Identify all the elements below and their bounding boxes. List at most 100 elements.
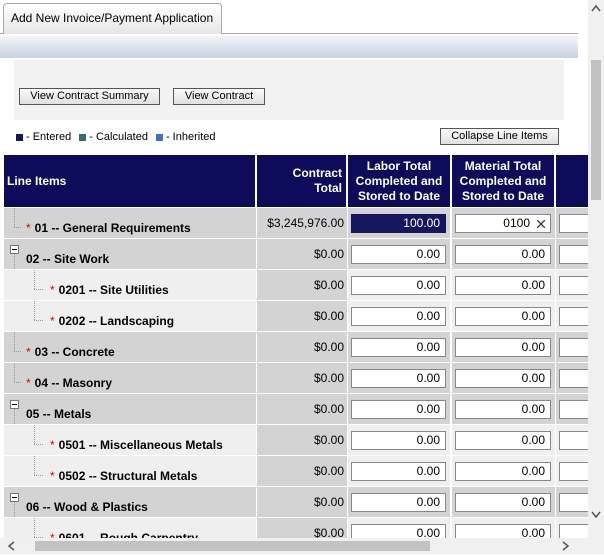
- labor-input[interactable]: 0.00: [351, 493, 446, 512]
- required-marker: *: [50, 438, 55, 452]
- contract-total: $0.00: [313, 464, 344, 478]
- labor-cell: 0.00: [348, 363, 451, 394]
- scrollbar-graphic: [591, 4, 601, 519]
- header-text: Labor Total Completed and Stored to Date: [355, 158, 443, 203]
- next-input[interactable]: [559, 245, 588, 264]
- labor-cell: 0.00: [348, 456, 451, 487]
- contract-total-cell: $0.00: [257, 239, 348, 270]
- labor-input[interactable]: 100.00: [351, 214, 446, 233]
- next-input[interactable]: [559, 307, 588, 326]
- labor-input[interactable]: 0.00: [351, 307, 446, 326]
- horizontal-scrollbar[interactable]: [0, 538, 604, 554]
- collapse-button[interactable]: Collapse Line Items: [440, 128, 559, 145]
- table-row: * 0202 -- Landscaping $0.00 0.00 0.00: [4, 301, 588, 332]
- labor-value: 100.00: [403, 216, 440, 230]
- labor-input[interactable]: 0.00: [351, 462, 446, 481]
- labor-cell: 0.00: [348, 270, 451, 301]
- contract-total-cell: $0.00: [257, 425, 348, 456]
- required-marker: *: [50, 283, 55, 297]
- labor-value: 0.00: [416, 247, 440, 261]
- view-contract-button[interactable]: View Contract: [173, 88, 265, 105]
- next-input[interactable]: [559, 214, 588, 233]
- material-input[interactable]: 0.00: [455, 493, 551, 512]
- next-input[interactable]: [559, 338, 588, 357]
- contract-total: $0.00: [313, 309, 344, 323]
- material-input[interactable]: 0100: [455, 214, 551, 233]
- material-input[interactable]: 0.00: [455, 524, 551, 538]
- legend-swatch: [155, 133, 163, 141]
- labor-value: 0.00: [416, 402, 440, 416]
- contract-total-cell: $0.00: [257, 332, 348, 363]
- contract-total: $0.00: [313, 278, 344, 292]
- clear-icon[interactable]: [537, 220, 545, 228]
- material-input[interactable]: 0.00: [455, 276, 551, 295]
- material-cell: 0.00: [452, 456, 556, 487]
- contract-total: $0.00: [313, 402, 344, 416]
- material-input[interactable]: 0.00: [455, 369, 551, 388]
- labor-input[interactable]: 0.00: [351, 245, 446, 264]
- view-contract-summary-button[interactable]: View Contract Summary: [19, 88, 160, 105]
- table-row: * 01 -- General Requirements $3,245,976.00…: [4, 208, 588, 239]
- material-input[interactable]: 0.00: [455, 245, 551, 264]
- table-row: * 0201 -- Site Utilities $0.00 0.00 0.00: [4, 270, 588, 301]
- table-row: * 0502 -- Structural Metals $0.00 0.00 0.00: [4, 456, 588, 487]
- next-cell: [556, 270, 588, 301]
- vertical-scrollbar[interactable]: [588, 0, 604, 538]
- line-item-name: 0501 -- Miscellaneous Metals: [58, 438, 223, 452]
- line-item-name: 01 -- General Requirements: [34, 221, 191, 235]
- next-cell: [556, 239, 588, 270]
- labor-value: 0.00: [416, 278, 440, 292]
- tree-lines: [14, 332, 22, 352]
- column-header: [556, 155, 588, 207]
- material-input[interactable]: 0.00: [455, 462, 551, 481]
- line-item-cell: * 0202 -- Landscaping: [4, 301, 257, 332]
- table-row: 06 -- Wood & Plastics $0.00 0.00 0.00: [4, 487, 588, 518]
- labor-value: 0.00: [416, 464, 440, 478]
- contract-total: $0.00: [313, 495, 344, 509]
- labor-input[interactable]: 0.00: [351, 276, 446, 295]
- next-input[interactable]: [559, 276, 588, 295]
- table-row: * 03 -- Concrete $0.00 0.00 0.00: [4, 332, 588, 363]
- labor-input[interactable]: 0.00: [351, 400, 446, 419]
- line-item-cell: * 0502 -- Structural Metals: [4, 456, 257, 487]
- labor-input[interactable]: 0.00: [351, 431, 446, 450]
- tree-lines: [34, 456, 44, 476]
- labor-cell: 0.00: [348, 239, 451, 270]
- tab[interactable]: Add New Invoice/Payment Application: [3, 3, 222, 34]
- material-input[interactable]: 0.00: [455, 307, 551, 326]
- legend-swatch: [16, 133, 23, 141]
- line-item-name: 06 -- Wood & Plastics: [26, 500, 148, 514]
- material-value: 0.00: [521, 278, 545, 292]
- next-input[interactable]: [559, 462, 588, 481]
- line-item-label: * 0202 -- Landscaping: [50, 314, 174, 328]
- labor-cell: 0.00: [348, 332, 451, 363]
- tree-lines: [14, 363, 22, 383]
- material-input[interactable]: 0.00: [455, 400, 551, 419]
- next-input[interactable]: [559, 400, 588, 419]
- required-marker: *: [26, 376, 31, 390]
- table-row: 02 -- Site Work $0.00 0.00 0.00: [4, 239, 588, 270]
- next-input[interactable]: [559, 493, 588, 512]
- next-cell: [556, 487, 588, 518]
- labor-value: 0.00: [416, 340, 440, 354]
- material-input[interactable]: 0.00: [455, 338, 551, 357]
- column-header: Material Total Completed and Stored to D…: [452, 155, 555, 207]
- legend: - Entered - Calculated - Inherited: [16, 130, 215, 144]
- line-item-name: 0202 -- Landscaping: [58, 314, 175, 328]
- header-text: Contract Total: [292, 166, 342, 195]
- labor-value: 0.00: [416, 433, 440, 447]
- next-input[interactable]: [559, 524, 588, 538]
- labor-input[interactable]: 0.00: [351, 338, 446, 357]
- contract-total: $0.00: [313, 526, 344, 538]
- labor-input[interactable]: 0.00: [351, 369, 446, 388]
- line-item-cell: * 0201 -- Site Utilities: [4, 270, 257, 301]
- labor-value: 0.00: [416, 371, 440, 385]
- labor-input[interactable]: 0.00: [351, 524, 446, 538]
- required-marker: *: [50, 531, 55, 538]
- header-bar: [0, 36, 578, 58]
- next-input[interactable]: [559, 431, 588, 450]
- next-input[interactable]: [559, 369, 588, 388]
- material-input[interactable]: 0.00: [455, 431, 551, 450]
- contract-total-cell: $0.00: [257, 518, 348, 538]
